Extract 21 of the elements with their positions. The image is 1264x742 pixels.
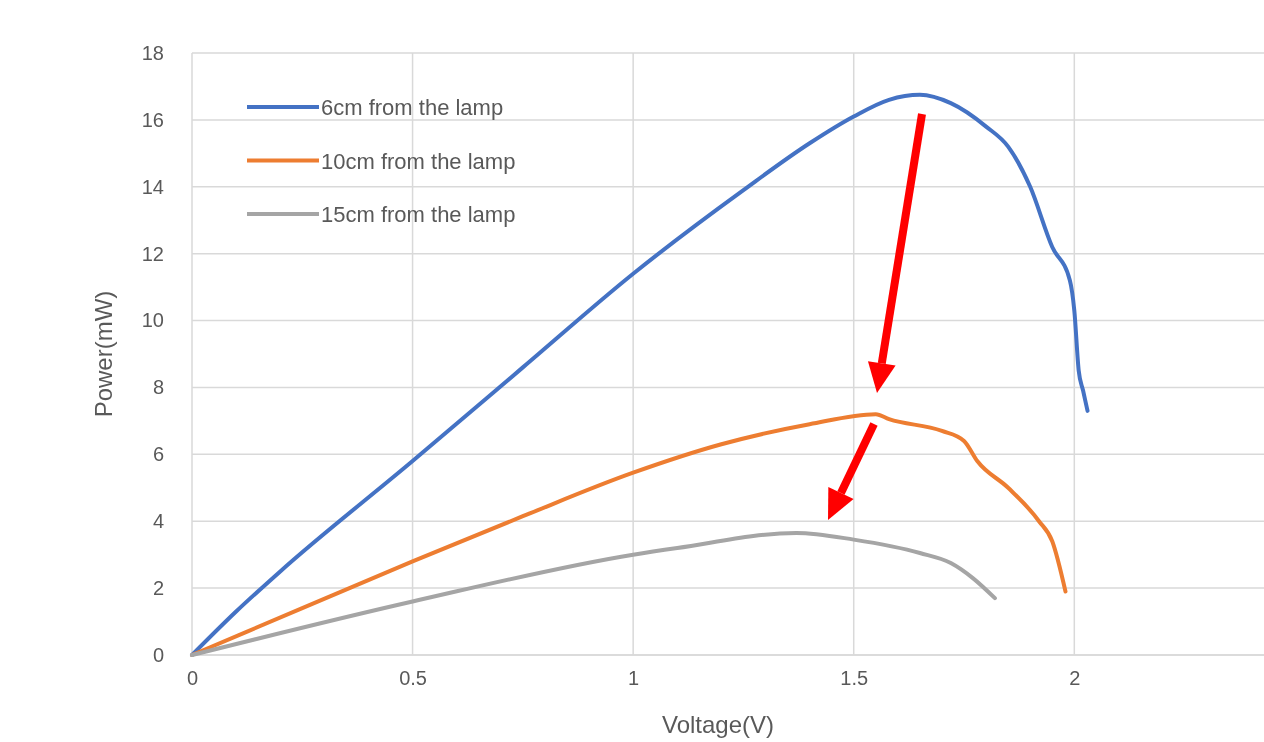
legend-label: 10cm from the lamp — [321, 148, 516, 174]
y-tick-label: 14 — [141, 175, 164, 198]
y-tick-label: 2 — [152, 577, 164, 600]
x-tick-label: 1.5 — [840, 667, 869, 690]
x-tick-label: 0 — [186, 667, 199, 690]
y-tick-label: 8 — [152, 376, 164, 399]
x-axis-title: Voltage(V) — [661, 711, 775, 738]
y-tick-label: 18 — [141, 41, 164, 64]
x-tick-label: 1 — [628, 667, 640, 690]
x-tick-label: 0.5 — [399, 667, 427, 690]
y-tick-label: 4 — [152, 510, 164, 533]
y-tick-label: 10 — [141, 309, 164, 332]
y-tick-label: 6 — [152, 443, 164, 466]
x-tick-label: 2 — [1069, 667, 1081, 690]
y-tick-label: 0 — [152, 643, 164, 666]
y-tick-label: 16 — [141, 108, 164, 131]
y-tick-label: 12 — [141, 242, 164, 265]
legend-label: 6cm from the lamp — [321, 95, 504, 120]
legend-label: 15cm from the lamp — [321, 202, 516, 227]
y-axis-title: Power(mW) — [90, 290, 117, 418]
line-series — [190, 530, 997, 657]
